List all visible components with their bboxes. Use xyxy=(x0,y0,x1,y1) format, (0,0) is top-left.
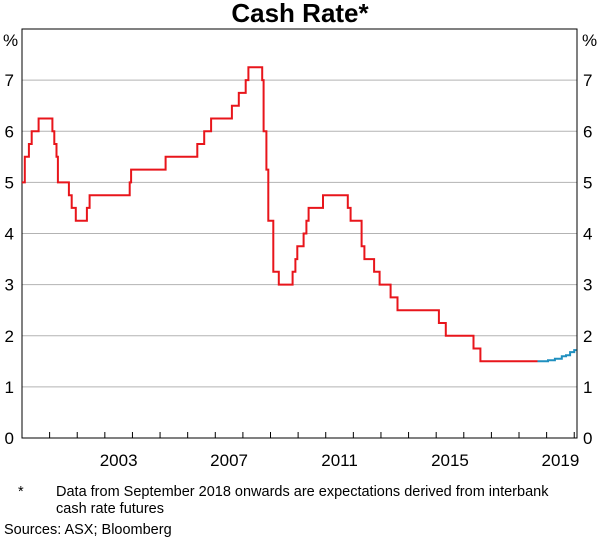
y-tick-left: 7 xyxy=(5,71,14,90)
footnote: * Data from September 2018 onwards are e… xyxy=(0,484,600,518)
x-tick-label: 2011 xyxy=(321,451,358,470)
source-note: Sources: ASX; Bloomberg xyxy=(4,522,172,538)
x-tick-label: 2015 xyxy=(431,451,469,470)
y-tick-right: 1 xyxy=(583,378,592,397)
x-tick-label: 2003 xyxy=(100,451,138,470)
y-tick-left: 5 xyxy=(5,173,14,192)
y-tick-left: 4 xyxy=(5,225,14,244)
y-tick-right: 3 xyxy=(583,276,592,295)
series-line-cash-rate xyxy=(22,66,538,363)
y-tick-right: 6 xyxy=(583,122,592,141)
y-axis-left: 0 1 2 3 4 5 6 7 xyxy=(5,71,14,448)
y-tick-left: 1 xyxy=(5,378,14,397)
footnote-marker: * xyxy=(18,484,24,500)
y-tick-right: 7 xyxy=(583,71,592,90)
y-tick-left: 0 xyxy=(5,429,14,448)
plot-frame xyxy=(21,28,578,439)
y-axis-unit-right: % xyxy=(582,31,597,50)
x-tick-label: 2007 xyxy=(210,451,248,470)
y-tick-left: 2 xyxy=(5,327,14,346)
x-axis: 2003 2007 2011 2015 2019 xyxy=(21,432,580,470)
series-line-market-expectations xyxy=(537,349,577,363)
x-tick-label: 2019 xyxy=(542,451,580,470)
y-tick-left: 6 xyxy=(5,122,14,141)
y-tick-left: 3 xyxy=(5,276,14,295)
series-lines xyxy=(22,66,577,363)
gridlines xyxy=(22,79,577,388)
y-tick-right: 4 xyxy=(583,225,592,244)
y-axis-right: 0 1 2 3 4 5 6 7 xyxy=(583,71,592,448)
y-tick-right: 5 xyxy=(583,173,592,192)
y-axis-unit-left: % xyxy=(3,31,18,50)
y-tick-right: 0 xyxy=(583,429,592,448)
y-tick-right: 2 xyxy=(583,327,592,346)
chart-notes: * Data from September 2018 onwards are e… xyxy=(0,484,600,539)
footnote-text: Data from September 2018 onwards are exp… xyxy=(56,484,549,517)
chart-title: Cash Rate* xyxy=(231,0,369,28)
